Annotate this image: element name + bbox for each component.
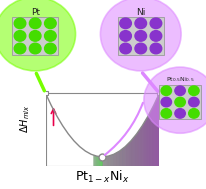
X-axis label: Pt$_{1-x}$Ni$_x$: Pt$_{1-x}$Ni$_x$ bbox=[75, 169, 129, 185]
Text: Pt: Pt bbox=[30, 8, 40, 17]
Text: Ni: Ni bbox=[135, 8, 145, 17]
Text: Pt$_{0.5}$Ni$_{0.5}$: Pt$_{0.5}$Ni$_{0.5}$ bbox=[165, 75, 193, 84]
Text: $\Delta H_{mix}$: $\Delta H_{mix}$ bbox=[18, 104, 32, 133]
